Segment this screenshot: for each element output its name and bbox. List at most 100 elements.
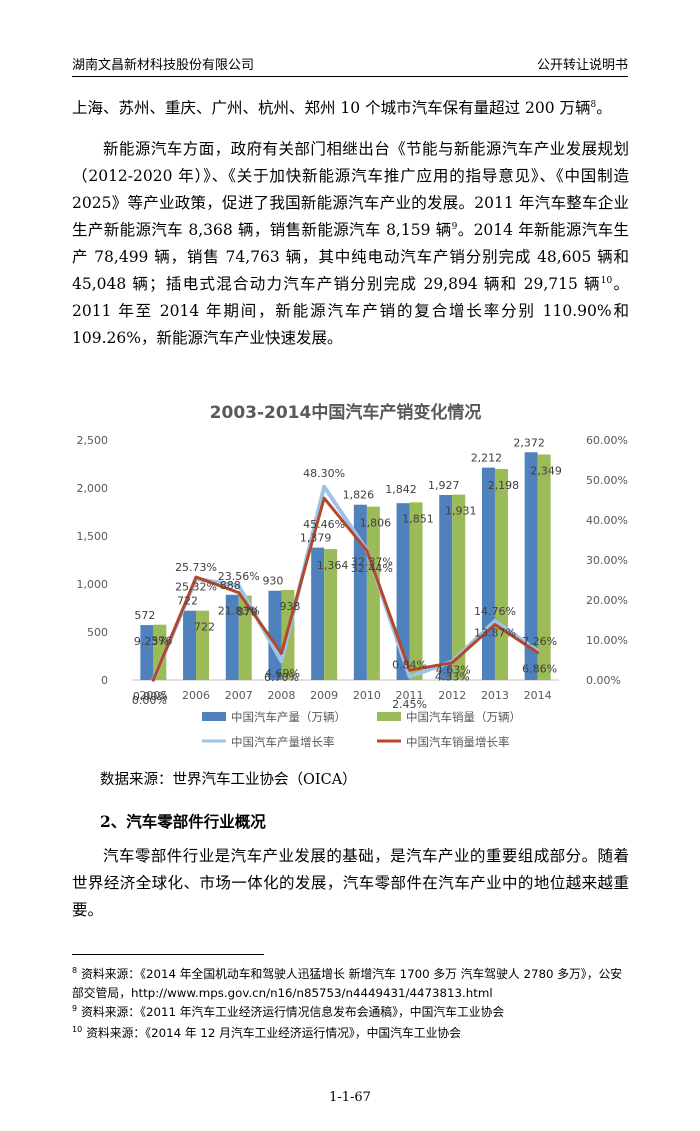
y-right-tick-label: 30.00% <box>586 554 628 567</box>
bar-production-value-label: 930 <box>262 575 283 588</box>
footnote-10-number: 10 <box>72 1025 83 1034</box>
bar-production-value-label: 2,372 <box>513 436 545 449</box>
x-tick-label: 2011 <box>396 689 424 702</box>
line-production-growth-label: 0.84% <box>392 659 427 672</box>
footnote-9: 9 资料来源：《2011 年汽车工业经济运行情况信息发布会通稿》，中国汽车工业协会 <box>72 999 630 1022</box>
chart-svg: 2003-2014中国汽车产销变化情况 0 500 1,000 1,500 2,000 2,… <box>77 402 628 749</box>
bar-production-value-label: 888 <box>220 579 241 592</box>
footnote-rule <box>72 954 264 955</box>
line-production-growth-label: 4.63% <box>436 663 471 676</box>
bar-sales <box>494 468 508 680</box>
line-production-growth-label: 7.26% <box>522 635 557 648</box>
x-tick-label: 2008 <box>267 689 295 702</box>
bar-sales-value-label: 576 <box>151 635 172 648</box>
bar-sales-value-label: 2,349 <box>530 464 562 477</box>
line-production-growth-label: 23.56% <box>218 570 260 583</box>
para1-end: 。 <box>596 99 612 117</box>
bar-production <box>225 594 239 680</box>
footnote-10-text: 资料来源：《2014 年 12 月汽车工业经济运行情况》，中国汽车工业协会 <box>86 1025 461 1040</box>
line-production-growth-label: 0.00% <box>133 690 168 703</box>
bar-production-value-label: 1,842 <box>385 483 417 496</box>
footnote-8-text: 资料来源：《2014 年全国机动车和驾驶人迅猛增长 新增汽车 1700 多万 汽… <box>72 966 623 1000</box>
line-sales-growth-label: 6.86% <box>522 663 557 676</box>
para2-text-a: 新能源汽车方面，政府有关部门相继出台《节能与新能源汽车产业发展规划（2012-2… <box>72 140 629 239</box>
bar-sales-value-label: 722 <box>194 621 215 634</box>
bar-production <box>439 495 453 680</box>
bar-sales <box>452 494 466 680</box>
header-company: 湖南文昌新材科技股份有限公司 <box>72 58 255 73</box>
chart-title: 2003-2014中国汽车产销变化情况 <box>210 402 482 423</box>
para1-text: 上海、苏州、重庆、广州、杭州、郑州 10 个城市汽车保有量超过 200 万辆 <box>72 99 591 117</box>
line-sales-growth-label: 0.00% <box>132 694 167 707</box>
y-left-tick-label: 1,500 <box>77 530 109 543</box>
bar-sales-value-label: 1,806 <box>360 517 392 530</box>
y-left-tick-label: 0 <box>101 674 108 687</box>
footnote-10: 10 资料来源：《2014 年 12 月汽车工业经济运行情况》，中国汽车工业协会 <box>72 1020 630 1043</box>
paragraph-new-energy: 新能源汽车方面，政府有关部门相继出台《节能与新能源汽车产业发展规划（2012-2… <box>72 136 629 352</box>
bar-production-value-label: 722 <box>177 595 198 608</box>
bar-sales-value-label: 938 <box>279 600 300 613</box>
footnote-8: 8 资料来源：《2014 年全国机动车和驾驶人迅猛增长 新增汽车 1700 多万 … <box>72 961 630 1003</box>
bar-production <box>396 503 410 680</box>
line-sales-growth-label: 13.87% <box>474 627 516 640</box>
footnote-9-number: 9 <box>72 1004 78 1013</box>
line-sales-growth <box>151 496 540 682</box>
y-right-tick-label: 50.00% <box>586 474 628 487</box>
y-left-tick-label: 1,000 <box>77 578 109 591</box>
bar-sales-value-label: 2,198 <box>488 479 520 492</box>
bar-sales <box>153 624 167 680</box>
data-source: 数据来源：世界汽车工业协会（OICA） <box>100 772 357 788</box>
bar-production-value-label: 1,826 <box>343 489 375 502</box>
line-production-growth-label: 14.76% <box>474 605 516 618</box>
x-tick-label: 2012 <box>438 689 466 702</box>
line-production-growth-label: 32.44% <box>351 562 393 575</box>
bar-production <box>311 547 325 680</box>
bar-production <box>481 467 495 680</box>
bar-production <box>524 452 538 680</box>
line-sales-growth-label: 32.37% <box>351 556 393 569</box>
footnote-8-number: 8 <box>72 966 78 975</box>
y-left-tick-label: 2,000 <box>77 482 109 495</box>
line-sales-growth-label: 25.73% <box>175 561 217 574</box>
y-right-tick-label: 40.00% <box>586 514 628 527</box>
legend-swatch-1 <box>377 712 401 721</box>
header-doc-type: 公开转让说明书 <box>536 58 628 73</box>
line-sales-growth-label: 21.83% <box>218 605 260 618</box>
footnote-ref-9: 9 <box>451 221 458 232</box>
line-production-growth-label: 4.69% <box>265 667 300 680</box>
bar-production-value-label: 1,379 <box>300 532 332 545</box>
x-tick-label: 2013 <box>481 689 509 702</box>
bar-production-value-label: 1,927 <box>428 479 460 492</box>
paragraph-auto-parts: 汽车零部件行业是汽车产业发展的基础，是汽车产业的重要组成部分。随着世界经济全球化… <box>72 847 629 919</box>
y-right-tick-label: 60.00% <box>586 434 628 447</box>
section-heading: 2、汽车零部件行业概况 <box>100 812 266 831</box>
line-sales-growth-label: 2.45% <box>392 698 427 711</box>
footnote-ref-10: 10 <box>600 275 613 286</box>
auto-production-sales-chart: 2003-2014中国汽车产销变化情况 0 500 1,000 1,500 2,000 2,… <box>72 390 629 762</box>
bar-sales <box>409 502 423 680</box>
legend-label-3: 中国汽车销量增长率 <box>406 735 510 749</box>
legend-label-1: 中国汽车销量（万辆） <box>406 710 521 724</box>
bar-sales-value-label: 1,931 <box>445 505 477 518</box>
bar-sales <box>324 549 338 680</box>
line-production-growth-label: 25.32% <box>175 581 217 594</box>
x-tick-label: 2014 <box>524 689 552 702</box>
bar-production-value-label: 572 <box>134 609 155 622</box>
y-right-tick-label: 20.00% <box>586 594 628 607</box>
line-sales-growth-label: 45.46% <box>303 518 345 531</box>
bar-sales <box>196 610 210 680</box>
bar-sales-value-label: 1,851 <box>402 512 434 525</box>
line-sales-growth-label: 4.33% <box>435 671 470 684</box>
bar-sales <box>537 454 551 680</box>
legend-swatch-0 <box>202 712 226 721</box>
y-left-tick-label: 2,500 <box>77 434 109 447</box>
x-tick-label: 2006 <box>182 689 210 702</box>
footnote-9-text: 资料来源：《2011 年汽车工业经济运行情况信息发布会通稿》，中国汽车工业协会 <box>81 1004 505 1019</box>
bar-sales <box>238 595 252 680</box>
paragraph-city-ownership: 上海、苏州、重庆、广州、杭州、郑州 10 个城市汽车保有量超过 200 万辆8。 <box>72 95 629 122</box>
y-right-tick-label: 0.00% <box>586 674 621 687</box>
line-production-growth <box>151 484 540 682</box>
legend-label-0: 中国汽车产量（万辆） <box>231 710 346 724</box>
line-sales-growth-label: 6.70% <box>264 671 299 684</box>
bar-production-value-label: 2,212 <box>471 452 503 465</box>
